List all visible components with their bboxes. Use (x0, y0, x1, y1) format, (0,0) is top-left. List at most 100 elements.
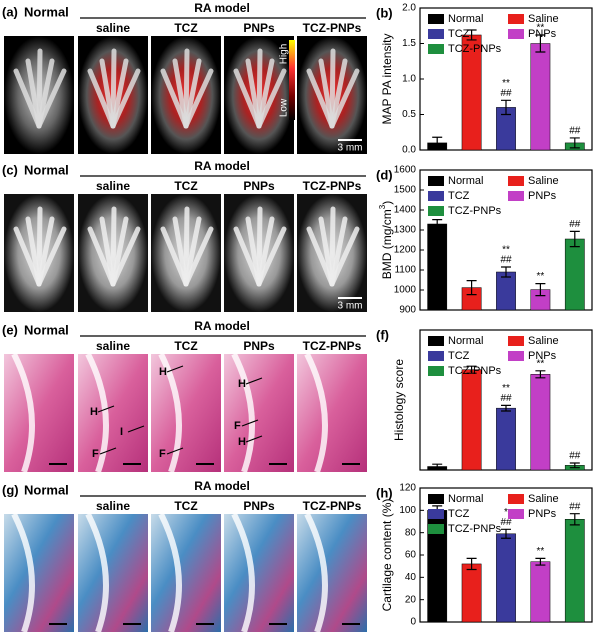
bar (530, 43, 551, 151)
error-bar (432, 219, 443, 229)
finger (110, 216, 129, 287)
group-label: TCZ-PNPs (303, 339, 362, 353)
significance: ## (569, 501, 581, 512)
legend-label: TCZ (448, 350, 470, 362)
significance: ** (537, 23, 545, 34)
legend-label: PNPs (528, 28, 557, 40)
error-bar (501, 266, 511, 278)
finger (36, 226, 67, 287)
tissue-edge (231, 352, 255, 473)
annotation-arrow (241, 419, 259, 427)
image (224, 514, 294, 632)
group-label: PNPs (243, 499, 275, 513)
finger (36, 216, 55, 287)
y-tick-label: 1000 (394, 285, 417, 296)
annotation-arrow (166, 447, 184, 455)
legend-label: TCZ-PNPs (448, 523, 502, 535)
tissue-edge (85, 512, 109, 633)
error-bar (535, 283, 546, 297)
group-label: saline (96, 499, 130, 513)
bar (496, 271, 516, 311)
legend-label: TCZ-PNPs (448, 205, 502, 217)
finger (183, 58, 202, 129)
y-tick-label: 100 (399, 505, 416, 516)
image (151, 514, 221, 632)
legend-swatch (508, 176, 524, 186)
legend-swatch (428, 351, 444, 361)
y-tick-label: 1.5 (402, 38, 416, 49)
y-tick-label: 1300 (394, 225, 417, 236)
legend-swatch (508, 351, 524, 361)
group-label: saline (96, 21, 130, 35)
finger (329, 58, 348, 129)
panel-title: Normal (24, 482, 69, 497)
finger (329, 216, 348, 287)
legend-label: PNPs (528, 190, 557, 202)
image-annotation: I (120, 426, 123, 438)
y-axis-label-text: MAP PA intensity (380, 34, 394, 125)
legend-label: PNPs (528, 508, 557, 520)
error-bar (466, 557, 477, 571)
group-label: TCZ-PNPs (303, 21, 362, 35)
bar (461, 369, 482, 471)
legend-label: TCZ (448, 190, 470, 202)
legend-label: Normal (448, 493, 483, 505)
significance: ** (537, 271, 545, 282)
colorbar-high: High (279, 44, 290, 65)
legend-swatch (428, 366, 444, 376)
error-bar (569, 513, 580, 526)
image (151, 354, 221, 472)
image (4, 354, 74, 472)
finger (110, 58, 129, 129)
panel-label: (a) (2, 4, 18, 19)
scale-text: 3 mm (338, 143, 363, 154)
panel-label: (d) (376, 167, 393, 182)
image-annotation: H (90, 406, 98, 418)
legend-label: PNPs (528, 350, 557, 362)
finger (110, 226, 141, 287)
error-bar (535, 34, 546, 53)
y-axis-label-text: Histology score (392, 359, 406, 441)
legend-swatch (428, 336, 444, 346)
legend-swatch (508, 14, 524, 24)
y-tick-label: 1600 (394, 165, 417, 176)
group-label: TCZ (174, 339, 197, 353)
legend-label: Normal (448, 175, 483, 187)
panel-label: (c) (2, 162, 18, 177)
group-label: saline (96, 179, 130, 193)
bar (530, 374, 551, 471)
y-tick-label: 1400 (394, 205, 417, 216)
legend-label: TCZ (448, 508, 470, 520)
legend-swatch (428, 509, 444, 519)
legend-swatch (428, 206, 444, 216)
image (224, 354, 294, 472)
significance: ## (500, 88, 512, 99)
tissue-edge (11, 512, 35, 633)
image (4, 514, 74, 632)
image (297, 514, 367, 632)
error-bar (501, 99, 511, 116)
y-tick-label: 1.0 (402, 74, 416, 85)
y-tick-label: 900 (399, 305, 416, 316)
error-bar (535, 557, 546, 566)
finger (183, 216, 202, 287)
bar (564, 238, 585, 311)
legend-swatch (508, 509, 524, 519)
significance: ** (502, 383, 510, 394)
annotation-arrow (166, 365, 184, 373)
legend-swatch (428, 176, 444, 186)
y-tick-label: 0 (410, 617, 416, 628)
legend-swatch (428, 524, 444, 534)
y-tick-label: 120 (399, 483, 416, 494)
image-annotation: F (92, 448, 99, 460)
finger (329, 226, 360, 287)
error-bar (466, 29, 477, 41)
y-axis-label-sup: 3 (378, 204, 387, 209)
y-tick-label: 1100 (394, 265, 416, 276)
y-tick-label: 1500 (394, 185, 417, 196)
tissue-edge (231, 512, 255, 633)
annotation-arrow (99, 447, 117, 455)
significance: ## (500, 393, 512, 404)
group-label: PNPs (243, 339, 275, 353)
